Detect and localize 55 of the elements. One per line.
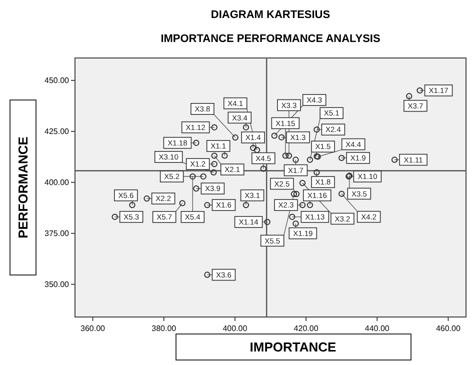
point <box>406 93 412 100</box>
point <box>211 152 218 159</box>
point <box>286 152 292 159</box>
point <box>190 173 196 180</box>
x-axis-title: IMPORTANCE <box>250 340 337 355</box>
x-tick-label: 440.00 <box>364 324 390 333</box>
y-axis-title: PERFORMANCE <box>16 136 31 238</box>
x-tick-label: 400.00 <box>222 324 248 333</box>
point <box>211 124 218 130</box>
point <box>314 169 320 176</box>
x-tick-label: 460.00 <box>436 324 462 333</box>
point <box>292 220 299 227</box>
point <box>193 185 200 192</box>
point <box>292 156 299 163</box>
point <box>210 169 217 176</box>
point <box>179 200 186 206</box>
point <box>416 87 423 94</box>
point <box>242 202 250 208</box>
chart-title: DIAGRAM KARTESIUS <box>210 9 330 21</box>
point <box>193 140 200 146</box>
x-tick-label: 360.00 <box>80 324 106 333</box>
point <box>299 180 306 186</box>
x-tick-label: 380.00 <box>152 324 177 333</box>
point <box>254 146 260 154</box>
point <box>278 134 285 140</box>
point <box>299 202 306 208</box>
point <box>289 214 296 220</box>
chart-subtitle: IMPORTANCE PERFORMANCE ANALYSIS <box>160 33 380 45</box>
y-tick-label: 350.00 <box>44 280 70 290</box>
y-tick-label: 450.00 <box>44 76 70 86</box>
point <box>306 202 314 208</box>
point <box>391 156 398 163</box>
point <box>129 202 136 208</box>
y-tick-label: 425.00 <box>44 127 70 136</box>
point <box>232 134 238 141</box>
y-tick-label: 375.00 <box>44 229 70 238</box>
point <box>242 124 250 130</box>
point <box>271 132 278 139</box>
point <box>314 126 320 133</box>
point <box>338 154 345 162</box>
point <box>200 173 206 180</box>
point <box>250 144 256 152</box>
point <box>204 202 210 208</box>
point <box>260 166 266 172</box>
point <box>264 218 270 226</box>
x-tick-label: 420.00 <box>294 324 319 333</box>
y-tick-label: 400.00 <box>44 178 70 188</box>
point <box>112 214 118 220</box>
point <box>338 190 345 197</box>
point <box>211 160 218 168</box>
point <box>306 156 314 163</box>
point <box>144 195 150 202</box>
point <box>222 152 228 159</box>
point <box>282 152 289 159</box>
point <box>204 272 210 278</box>
